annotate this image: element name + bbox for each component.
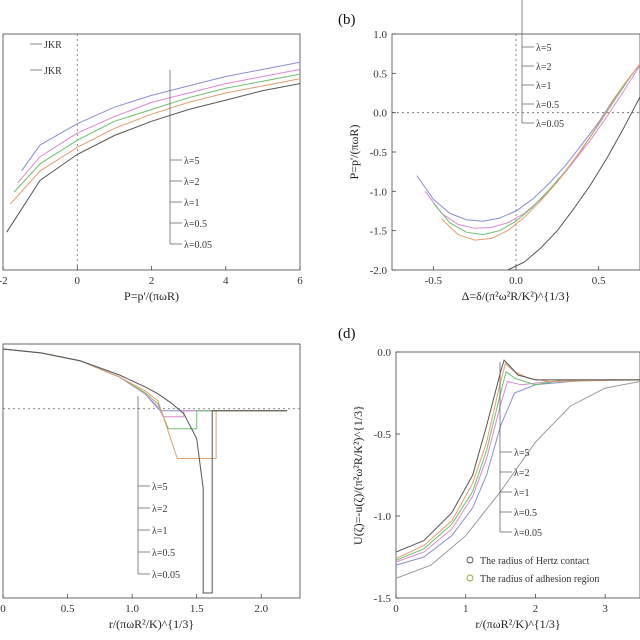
panel-d: 0 1 2 3 0.0 -0.5 -1.0 -1.5 r/(πωR²/K)^{1/3} U(ζ)=… <box>338 326 640 631</box>
annotation-label: JKR <box>44 66 62 77</box>
x-axis-title: P=p'/(πωR) <box>124 289 179 303</box>
x-axis-title: r/(πωR²/K)^{1/3} <box>109 617 194 631</box>
y-tick-label: 0.0 <box>373 108 387 120</box>
y-axis-title: U(ζ)=-u(ζ)/(π²ω²R/K²)^{1/3} <box>351 405 365 545</box>
panel-label: (d) <box>338 326 356 342</box>
legend-entry: λ=0.5 <box>152 548 175 559</box>
x-tick-label: 2.0 <box>254 603 268 615</box>
x-tick-label: 4 <box>223 275 229 287</box>
x-tick-label: 2 <box>149 275 155 287</box>
y-tick-label: -1.0 <box>374 511 392 523</box>
panel-label: (b) <box>338 12 356 28</box>
legend-entry: λ=2 <box>184 177 200 188</box>
y-tick-label: -1.5 <box>374 593 392 605</box>
series-line <box>416 63 640 222</box>
series-line <box>3 348 288 459</box>
series-line <box>3 348 288 430</box>
series-line <box>3 348 288 418</box>
series-line <box>21 61 300 172</box>
legend-entry: λ=2 <box>536 62 552 73</box>
legend-entry: λ=1 <box>514 488 530 499</box>
series-line <box>6 83 300 233</box>
x-tick-label: 0 <box>0 603 6 615</box>
x-tick-label: -0.5 <box>425 275 443 287</box>
x-tick-label: 1 <box>463 603 469 615</box>
x-tick-label: 1.5 <box>190 603 204 615</box>
x-tick-label: 3 <box>602 603 608 615</box>
x-tick-label: 0 <box>393 603 399 615</box>
panel-a: -2 0 2 4 6 P=p'/(πωR) λ=5 λ=2 λ=1 λ=0.5 λ=0.05 JKR J… <box>0 33 303 303</box>
series-line <box>10 78 300 205</box>
y-tick-label: -0.5 <box>370 147 388 159</box>
x-tick-label: 1.0 <box>125 603 139 615</box>
legend-entry: λ=0.05 <box>514 528 542 539</box>
series-line <box>441 63 640 241</box>
legend-entry: λ=0.05 <box>152 570 180 581</box>
x-tick-label: -2 <box>0 275 8 287</box>
x-tick-label: 0.5 <box>592 275 606 287</box>
marker-symbol <box>466 574 474 582</box>
series-line <box>3 348 288 594</box>
x-axis-title: Δ=δ/(π²ω²R/K²)^{1/3} <box>462 289 571 303</box>
legend-entry: λ=5 <box>536 43 552 54</box>
legend-entry: λ=0.5 <box>536 100 559 111</box>
series-line <box>396 362 640 560</box>
series-line <box>3 348 288 412</box>
x-tick-label: 0.0 <box>509 275 523 287</box>
legend-entry: λ=5 <box>514 448 530 459</box>
legend-entry: λ=1 <box>184 198 200 209</box>
legend-entry: λ=2 <box>514 468 530 479</box>
y-tick-label: -0.5 <box>374 429 392 441</box>
series-line <box>396 381 640 579</box>
y-tick-label: 0.0 <box>377 347 391 359</box>
panel-b: -0.5 0.0 0.5 1.0 0.5 0.0 -0.5 -1.0 -1.5 -2.0 Δ=δ/(… <box>338 0 640 303</box>
legend-entry: λ=5 <box>184 156 200 167</box>
legend-entry: λ=0.05 <box>536 119 564 130</box>
y-tick-label: -1.0 <box>370 186 388 198</box>
panel-c: 0 0.5 1.0 1.5 2.0 r/(πωR²/K)^{1/3} λ=5 λ=2 λ=1 λ=… <box>0 343 301 631</box>
legend-entry: λ=2 <box>152 504 168 515</box>
series-line <box>13 73 300 193</box>
x-tick-label: 2 <box>533 603 539 615</box>
legend-entry: λ=0.5 <box>514 508 537 519</box>
series-line <box>396 359 640 553</box>
plot-frame <box>2 343 301 599</box>
series-line <box>432 63 640 236</box>
legend-entry: λ=0.5 <box>184 219 207 230</box>
legend-entry: λ=1 <box>536 81 552 92</box>
plot-frame <box>395 351 640 599</box>
legend-entry: λ=5 <box>152 482 168 493</box>
legend-entry: λ=0.05 <box>184 240 212 251</box>
x-tick-label: 0 <box>75 275 81 287</box>
x-tick-label: 0.5 <box>61 603 75 615</box>
series-line <box>507 96 640 270</box>
marker-legend-entry: The radius of Hertz contact <box>480 556 590 567</box>
y-axis-title: P=p'/(πωR) <box>347 125 361 180</box>
y-tick-label: 0.5 <box>373 68 387 80</box>
series-line <box>424 65 640 229</box>
marker-legend-entry: The radius of adhesion region <box>480 574 599 585</box>
marker-symbol <box>466 556 474 564</box>
series-line <box>17 68 300 184</box>
y-tick-label: 1.0 <box>373 29 387 41</box>
y-tick-label: -2.0 <box>370 265 388 277</box>
y-tick-label: -1.5 <box>370 226 388 238</box>
legend-entry: λ=1 <box>152 526 168 537</box>
annotation-label: JKR <box>44 40 62 51</box>
x-axis-title: r/(πωR²/K)^{1/3} <box>475 617 560 631</box>
x-tick-label: 6 <box>297 275 303 287</box>
series-line <box>396 370 640 561</box>
